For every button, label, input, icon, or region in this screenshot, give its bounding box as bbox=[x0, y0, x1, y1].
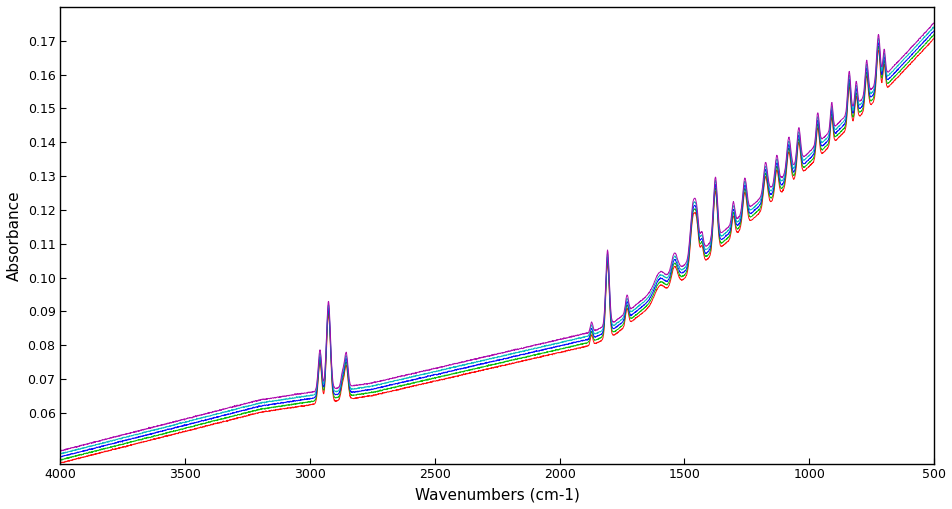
Y-axis label: Absorbance: Absorbance bbox=[7, 190, 22, 280]
X-axis label: Wavenumbers (cm-1): Wavenumbers (cm-1) bbox=[414, 487, 579, 502]
